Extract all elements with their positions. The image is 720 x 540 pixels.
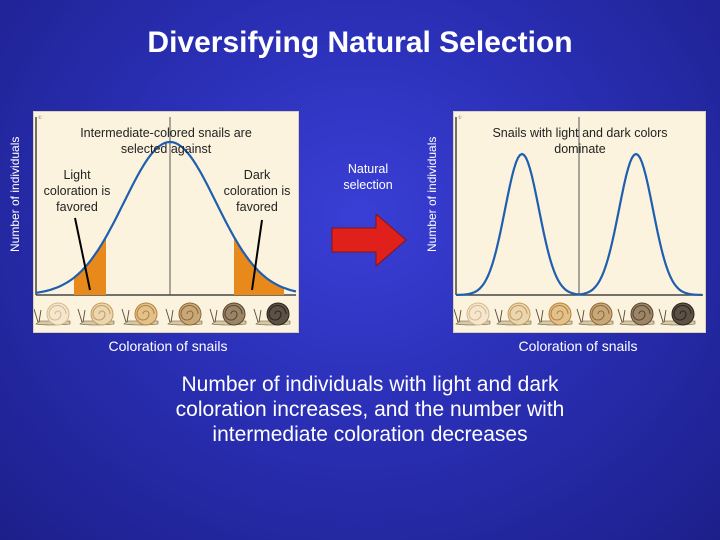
- snail-light-tan: [77, 302, 115, 326]
- snail-light: [454, 302, 491, 326]
- snail-tan: [121, 302, 159, 326]
- right-graph-panel: © Snails with light and dark colors domi…: [453, 111, 706, 333]
- right-credit-mark: ©: [458, 115, 462, 120]
- snail-dark: [253, 302, 291, 326]
- snail-medium: [165, 302, 203, 326]
- snail-brown: [209, 302, 247, 326]
- left-favored-dark-area: [234, 236, 284, 295]
- right-x-axis-label: Coloration of snails: [518, 338, 638, 354]
- snail-medium: [576, 302, 614, 326]
- right-top-note: Snails with light and dark colors domina…: [492, 126, 668, 156]
- snail-light: [34, 302, 71, 326]
- snail-light-tan: [494, 302, 532, 326]
- left-bell-curve: [35, 140, 297, 294]
- right-bimodal-curve: [456, 152, 702, 296]
- left-graph-panel: © Intermediate-colored snails are select…: [33, 111, 299, 333]
- snail-brown: [617, 302, 655, 326]
- right-y-axis-label: Number of individuals: [425, 136, 439, 252]
- left-y-axis-label: Number of individuals: [8, 136, 22, 252]
- left-light-note: Light coloration is favored: [43, 168, 111, 214]
- right-graph-svg: [455, 117, 703, 296]
- left-snail-row: [34, 302, 291, 326]
- left-dark-note: Dark coloration is favored: [223, 168, 291, 214]
- left-x-axis-label: Coloration of snails: [108, 338, 228, 354]
- left-top-note: Intermediate-colored snails are selected…: [80, 126, 252, 156]
- left-light-pointer: [74, 217, 91, 291]
- snail-dark: [658, 302, 696, 326]
- left-dark-pointer: [251, 219, 263, 291]
- slide-caption: Number of individuals with light and dar…: [175, 373, 565, 446]
- left-credit-mark: ©: [38, 115, 42, 120]
- left-graph-svg: [35, 117, 297, 296]
- arrow-shape: [331, 212, 407, 268]
- snail-tan: [535, 302, 573, 326]
- slide-title: Diversifying Natural Selection: [147, 26, 573, 59]
- arrow-label: Natural selection: [343, 162, 393, 192]
- right-snail-row: [454, 302, 696, 326]
- selection-arrow: [331, 212, 407, 268]
